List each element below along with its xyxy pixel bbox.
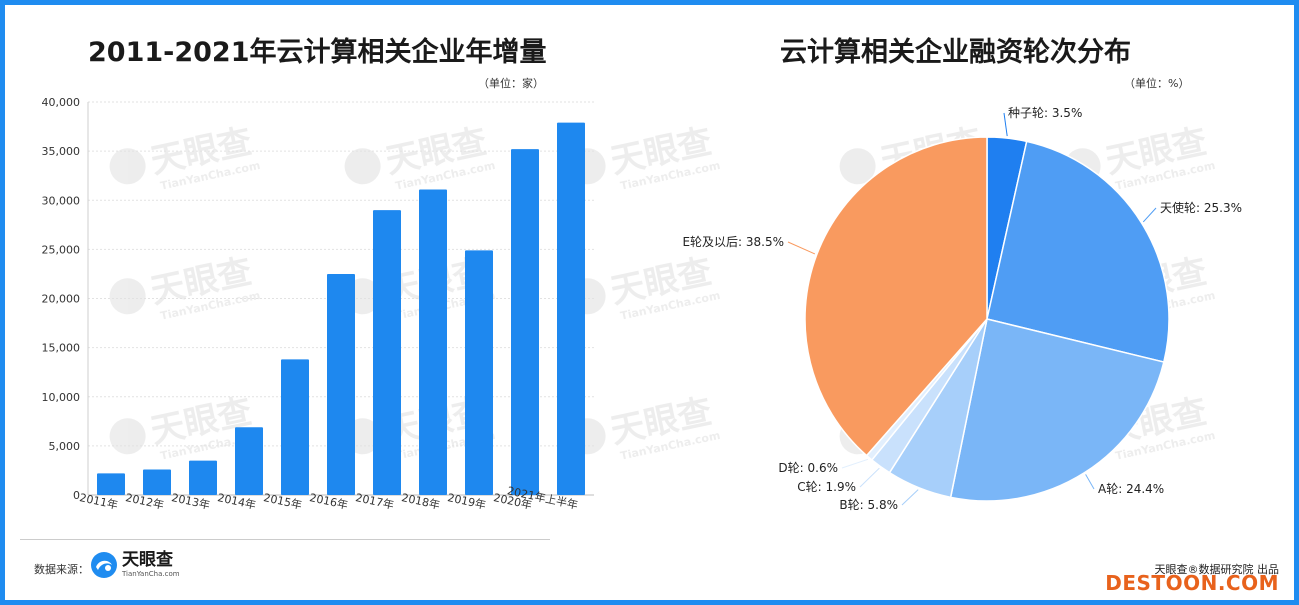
- pie-label: C轮: 1.9%: [797, 480, 856, 494]
- pie-label: B轮: 5.8%: [839, 498, 898, 512]
- pie-slice: [949, 318, 1165, 502]
- bar: [557, 122, 585, 495]
- pie-slice: [986, 140, 1170, 363]
- pie-leader-line: [901, 489, 919, 506]
- y-tick-label: 30,000: [42, 194, 81, 207]
- source-logo: 天眼查 TianYanCha.com: [90, 551, 180, 579]
- pie-leader-line: [787, 241, 816, 255]
- y-tick-label: 25,000: [42, 243, 81, 256]
- bar: [465, 250, 493, 495]
- y-tick-label: 5,000: [49, 440, 81, 453]
- bar: [235, 427, 263, 495]
- y-tick-label: 10,000: [42, 391, 81, 404]
- y-tick-label: 40,000: [42, 96, 81, 109]
- bar: [511, 149, 539, 495]
- bar: [143, 469, 171, 495]
- left-chart-title: 2011-2021年云计算相关企业年增量: [88, 37, 547, 68]
- bar: [419, 189, 447, 495]
- pie-leader-line: [1142, 207, 1157, 223]
- left-chart-unit: （单位：家）: [478, 77, 544, 90]
- y-tick-label: 20,000: [42, 293, 81, 306]
- footer-divider: [20, 539, 550, 540]
- bar: [281, 359, 309, 495]
- pie-label: 种子轮: 3.5%: [1008, 106, 1082, 120]
- site-label: DESTOON.COM: [1105, 571, 1279, 595]
- bar: [189, 460, 217, 495]
- pie-label: D轮: 0.6%: [778, 461, 838, 475]
- pie-label: 天使轮: 25.3%: [1160, 200, 1242, 215]
- y-tick-label: 15,000: [42, 342, 81, 355]
- pie-label: A轮: 24.4%: [1098, 482, 1164, 496]
- pie-slice: [804, 136, 988, 457]
- brand-label: 天眼查®数据研究院 出品: [1154, 563, 1280, 576]
- pie-chart: 种子轮: 3.5% 天使轮: 25.3% A轮: 24.4% B轮: 5.8% C轮: …: [682, 106, 1242, 512]
- bar: [373, 210, 401, 495]
- logo-subtext: TianYanCha.com: [122, 570, 180, 578]
- right-chart-unit: （单位：%）: [1124, 77, 1190, 90]
- y-tick-label: 35,000: [42, 145, 81, 158]
- pie-leader-line: [1085, 474, 1095, 490]
- pie-label: E轮及以后: 38.5%: [682, 235, 784, 249]
- logo-text: 天眼查: [122, 550, 173, 570]
- y-tick-label: 0: [73, 489, 80, 502]
- pie-leader-line: [841, 458, 869, 469]
- bar-chart: 0 5,000 10,000 15,000 20,000 25,000 30,000 35,0…: [42, 96, 594, 512]
- source-label: 数据来源：: [34, 563, 89, 576]
- pie-leader-line: [859, 467, 880, 488]
- logo-icon: [91, 552, 117, 578]
- bar: [97, 473, 125, 495]
- bar: [327, 273, 355, 495]
- pie-leader-line: [1003, 112, 1008, 137]
- right-chart-title: 云计算相关企业融资轮次分布: [780, 37, 1131, 68]
